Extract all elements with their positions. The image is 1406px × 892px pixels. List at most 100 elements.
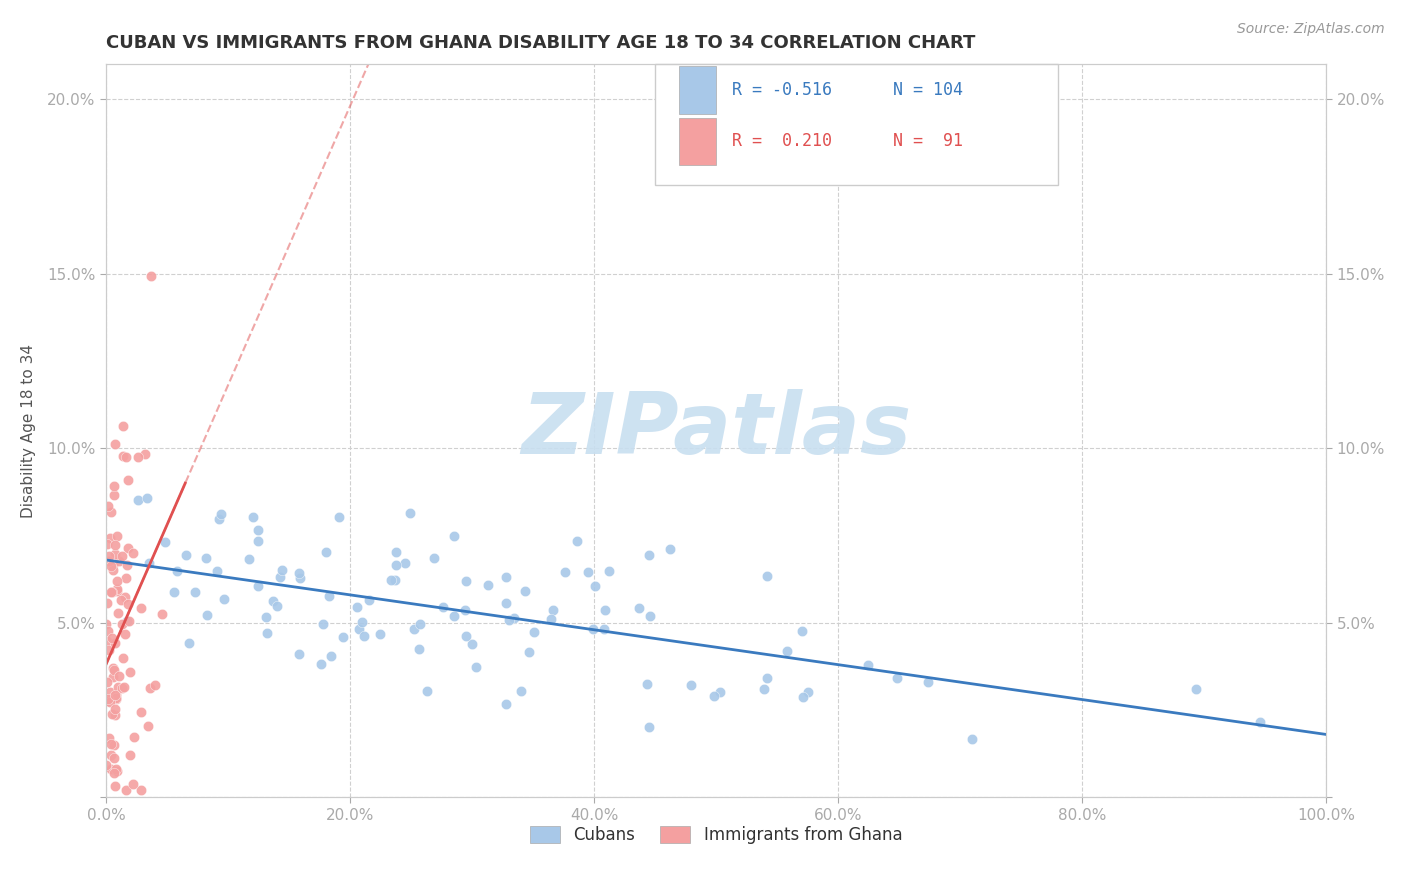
Point xyxy=(318,589,340,603)
Point xyxy=(247,534,270,549)
Point xyxy=(129,600,152,615)
Point xyxy=(523,624,546,639)
Point xyxy=(111,449,134,463)
Point xyxy=(353,629,375,643)
Point xyxy=(638,549,661,563)
Point xyxy=(103,479,125,493)
Point xyxy=(96,634,118,648)
Point xyxy=(495,570,517,584)
Point xyxy=(97,624,120,638)
Point xyxy=(105,584,128,599)
Point xyxy=(416,684,439,698)
Point xyxy=(205,564,228,578)
Point xyxy=(636,677,658,691)
Point xyxy=(127,492,149,507)
Point xyxy=(136,491,159,505)
Point xyxy=(105,574,128,589)
Point xyxy=(114,627,136,641)
Point xyxy=(380,573,402,587)
Point xyxy=(309,657,332,672)
Point xyxy=(104,636,127,650)
Point xyxy=(593,603,616,617)
Point xyxy=(122,777,145,791)
Point xyxy=(776,644,799,658)
Point xyxy=(138,718,160,732)
Point xyxy=(103,488,125,502)
Point xyxy=(121,546,143,560)
Point xyxy=(287,566,309,581)
Point xyxy=(97,554,120,568)
Point xyxy=(394,556,416,570)
Point xyxy=(115,571,138,585)
Point xyxy=(100,531,122,545)
Point xyxy=(110,681,132,695)
Point xyxy=(107,680,129,694)
Point xyxy=(104,779,127,793)
Point xyxy=(105,688,128,702)
Text: N =  91: N = 91 xyxy=(893,132,963,151)
Point xyxy=(368,627,391,641)
Point xyxy=(1185,681,1208,696)
Point xyxy=(177,636,200,650)
Point xyxy=(212,591,235,606)
Point xyxy=(709,685,731,699)
Point xyxy=(209,507,232,521)
Point xyxy=(792,690,814,705)
Point xyxy=(105,691,128,706)
Point xyxy=(346,600,368,615)
Point xyxy=(328,509,350,524)
Point xyxy=(117,473,139,487)
Point xyxy=(270,563,292,577)
Point xyxy=(195,551,218,566)
Point xyxy=(97,549,120,563)
FancyBboxPatch shape xyxy=(655,64,1057,186)
Point xyxy=(118,665,141,679)
Point xyxy=(1249,714,1271,729)
Point xyxy=(238,552,260,566)
Point xyxy=(477,578,499,592)
Point xyxy=(592,622,614,636)
Point xyxy=(97,692,120,706)
Point xyxy=(576,565,599,579)
Point xyxy=(797,685,820,699)
Point xyxy=(105,582,128,597)
Point xyxy=(101,707,124,722)
Point xyxy=(94,758,117,772)
Point xyxy=(565,534,588,549)
Point xyxy=(495,697,517,711)
Point xyxy=(111,418,134,433)
Point xyxy=(357,593,380,607)
Point xyxy=(246,523,269,537)
Point xyxy=(503,611,526,625)
Text: Source: ZipAtlas.com: Source: ZipAtlas.com xyxy=(1237,22,1385,37)
Point xyxy=(104,538,127,552)
Point xyxy=(96,617,118,632)
Point xyxy=(917,675,939,690)
Point xyxy=(460,637,482,651)
Point xyxy=(679,678,702,692)
Point xyxy=(184,585,207,599)
Point xyxy=(347,622,370,636)
Point xyxy=(118,748,141,763)
Point xyxy=(174,548,197,562)
Text: N = 104: N = 104 xyxy=(893,81,963,99)
Point xyxy=(409,616,432,631)
Point xyxy=(886,671,908,685)
Point xyxy=(105,529,128,543)
Point xyxy=(540,611,562,625)
Point xyxy=(495,596,517,610)
Point xyxy=(100,747,122,762)
Point xyxy=(350,615,373,629)
Point xyxy=(269,570,291,584)
Point xyxy=(384,574,406,588)
Point xyxy=(129,705,152,719)
Point xyxy=(108,554,131,568)
Point xyxy=(640,609,662,624)
Point xyxy=(627,601,650,615)
Point xyxy=(100,631,122,645)
Text: ZIPatlas: ZIPatlas xyxy=(522,389,911,473)
Bar xyxy=(679,118,716,165)
Point xyxy=(98,731,121,746)
Legend: Cubans, Immigrants from Ghana: Cubans, Immigrants from Ghana xyxy=(530,826,903,844)
Point xyxy=(583,579,606,593)
